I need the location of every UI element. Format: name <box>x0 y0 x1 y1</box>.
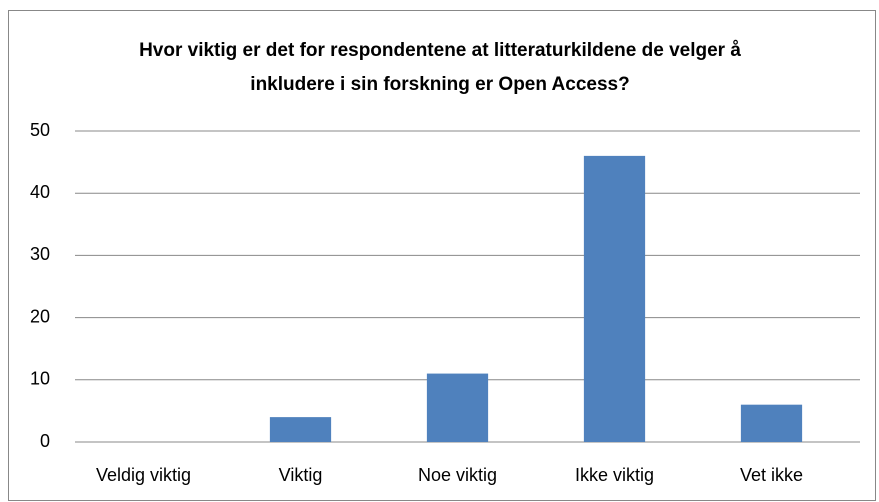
x-tick-label: Noe viktig <box>418 465 497 485</box>
x-tick-label: Veldig viktig <box>96 465 191 485</box>
bar <box>426 373 489 442</box>
y-tick-label: 50 <box>30 120 50 140</box>
x-tick-label: Viktig <box>279 465 323 485</box>
y-tick-label: 30 <box>30 244 50 264</box>
bar <box>740 404 803 442</box>
y-tick-label: 0 <box>40 431 50 451</box>
y-tick-label: 10 <box>30 369 50 389</box>
chart-title: Hvor viktig er det for respondentene at … <box>139 40 741 95</box>
x-tick-label: Vet ikke <box>740 465 803 485</box>
y-tick-label: 40 <box>30 182 50 202</box>
bar <box>269 417 332 442</box>
x-tick-label: Ikke viktig <box>575 465 654 485</box>
y-tick-label: 20 <box>30 306 50 326</box>
bar <box>583 155 646 442</box>
